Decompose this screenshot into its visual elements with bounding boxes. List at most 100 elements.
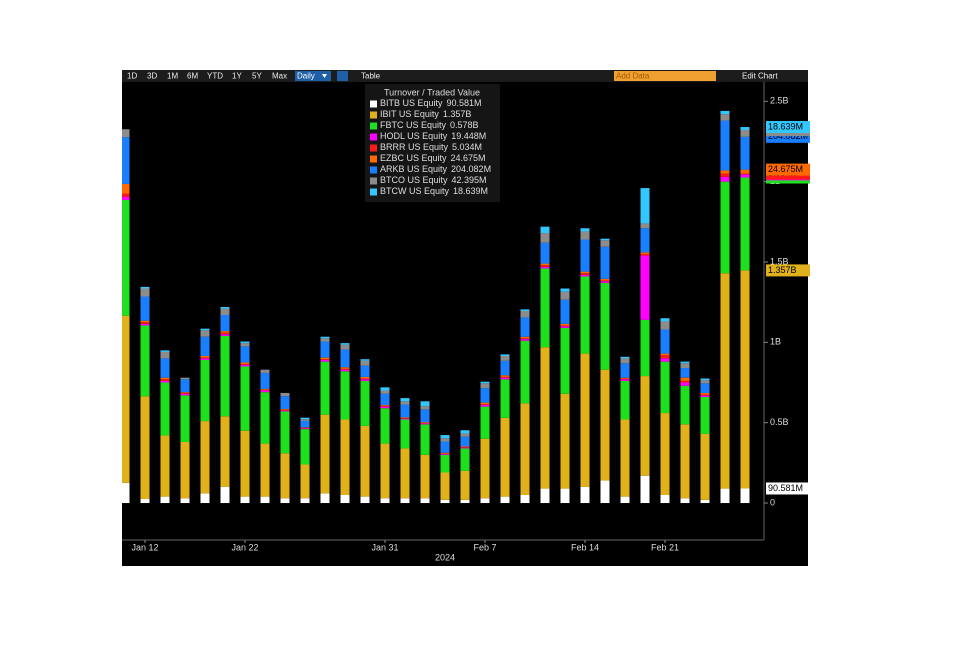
bar-segment	[500, 355, 510, 361]
bar-segment	[680, 385, 690, 425]
bar-segment	[220, 332, 230, 335]
range-button[interactable]: 3D	[147, 72, 157, 81]
bar-segment	[500, 377, 510, 380]
bar-segment	[500, 417, 510, 497]
bar-segment	[560, 323, 570, 326]
bar-segment	[200, 358, 210, 361]
chart-icon[interactable]	[337, 71, 348, 81]
bar-segment	[220, 331, 230, 333]
bar-segment	[320, 360, 330, 362]
bar-segment	[520, 317, 530, 337]
bar-segment	[180, 379, 190, 393]
bar-segment	[700, 395, 710, 397]
bar-segment	[700, 378, 710, 381]
x-tick-label: Feb 7	[473, 542, 496, 552]
bar-segment	[640, 188, 650, 224]
bar-segment	[440, 435, 450, 439]
bar-segment	[600, 369, 610, 481]
bar-segment	[580, 239, 590, 272]
bar-segment	[480, 406, 490, 439]
bar-segment	[340, 369, 350, 372]
bar-segment	[420, 422, 430, 424]
legend-last-value: 204.082M	[451, 164, 491, 174]
bar-segment	[400, 401, 410, 405]
bar-segment	[480, 404, 490, 406]
bar-segment	[360, 376, 370, 379]
bar-segment	[300, 498, 310, 504]
bar-segment	[280, 453, 290, 499]
add-data-field[interactable]	[614, 71, 716, 81]
bar-segment	[620, 378, 630, 380]
legend-label: FBTC US Equity 0.578B	[380, 120, 479, 130]
x-tick-label: Feb 21	[651, 542, 679, 552]
table-button[interactable]: Table	[361, 72, 381, 81]
bar-segment	[260, 496, 270, 504]
bar-segment	[720, 176, 730, 182]
x-tick-label: Feb 14	[571, 542, 599, 552]
bar-segment	[440, 472, 450, 500]
bar-segment	[220, 306, 230, 309]
bar-segment	[300, 429, 310, 465]
legend-name: FBTC US Equity	[380, 120, 447, 130]
bar-segment	[680, 498, 690, 504]
bar-segment	[520, 495, 530, 504]
bar-segment	[600, 480, 610, 504]
legend-title: Turnover / Traded Value	[384, 87, 480, 97]
edit-chart-button[interactable]: Edit Chart	[742, 72, 778, 81]
legend-last-value: 1.357B	[443, 109, 472, 119]
legend-name: ARKB US Equity	[380, 164, 448, 174]
bar-segment	[560, 299, 570, 324]
bar-segment	[560, 288, 570, 292]
bar-segment	[660, 321, 670, 330]
last-value-label: 1.357B	[768, 265, 797, 275]
bar-segment	[720, 114, 730, 121]
bar-segment	[700, 499, 710, 504]
bar-segment	[360, 425, 370, 497]
bar-segment	[560, 488, 570, 504]
bar-segment	[220, 335, 230, 417]
range-button[interactable]: YTD	[207, 72, 223, 81]
y-tick-label: 2.5B	[770, 96, 789, 106]
bar-segment	[560, 326, 570, 328]
y-tick-label: 1.5B	[770, 256, 789, 266]
range-button[interactable]: 6M	[187, 72, 198, 81]
bar-segment	[500, 496, 510, 504]
range-button[interactable]: 1D	[127, 72, 137, 81]
bar-segment	[140, 323, 150, 326]
bar-segment	[380, 406, 390, 409]
bar-segment	[520, 311, 530, 318]
bar-segment	[360, 365, 370, 377]
bar-segment	[720, 273, 730, 489]
bar-segment	[740, 174, 750, 178]
range-button[interactable]: 5Y	[252, 72, 262, 81]
bar-segment	[640, 228, 650, 253]
bar-segment	[660, 353, 670, 356]
bar-segment	[540, 347, 550, 489]
bar-segment	[400, 404, 410, 418]
bar-segment	[240, 362, 250, 365]
x-tick-label: Jan 22	[231, 542, 258, 552]
bar-segment	[520, 403, 530, 496]
legend-swatch	[370, 100, 377, 108]
range-button[interactable]: 1Y	[232, 72, 242, 81]
frequency-button[interactable]: Daily	[297, 72, 315, 81]
bar-segment	[400, 498, 410, 504]
range-button[interactable]: Max	[272, 72, 287, 81]
bar-segment	[740, 173, 750, 175]
bar-segment	[540, 233, 550, 243]
bar-segment	[180, 395, 190, 442]
bar-segment	[740, 136, 750, 170]
bar-segment	[600, 281, 610, 283]
bar-segment	[680, 368, 690, 378]
bar-segment	[480, 402, 490, 405]
bar-segment	[520, 338, 530, 340]
bar-segment	[360, 380, 370, 426]
bar-segment	[500, 379, 510, 418]
bar-segment	[240, 341, 250, 344]
bar-segment	[280, 392, 290, 397]
bar-segment	[200, 328, 210, 331]
range-button[interactable]: 1M	[167, 72, 178, 81]
bar-segment	[420, 423, 430, 425]
bar-segment	[320, 493, 330, 504]
